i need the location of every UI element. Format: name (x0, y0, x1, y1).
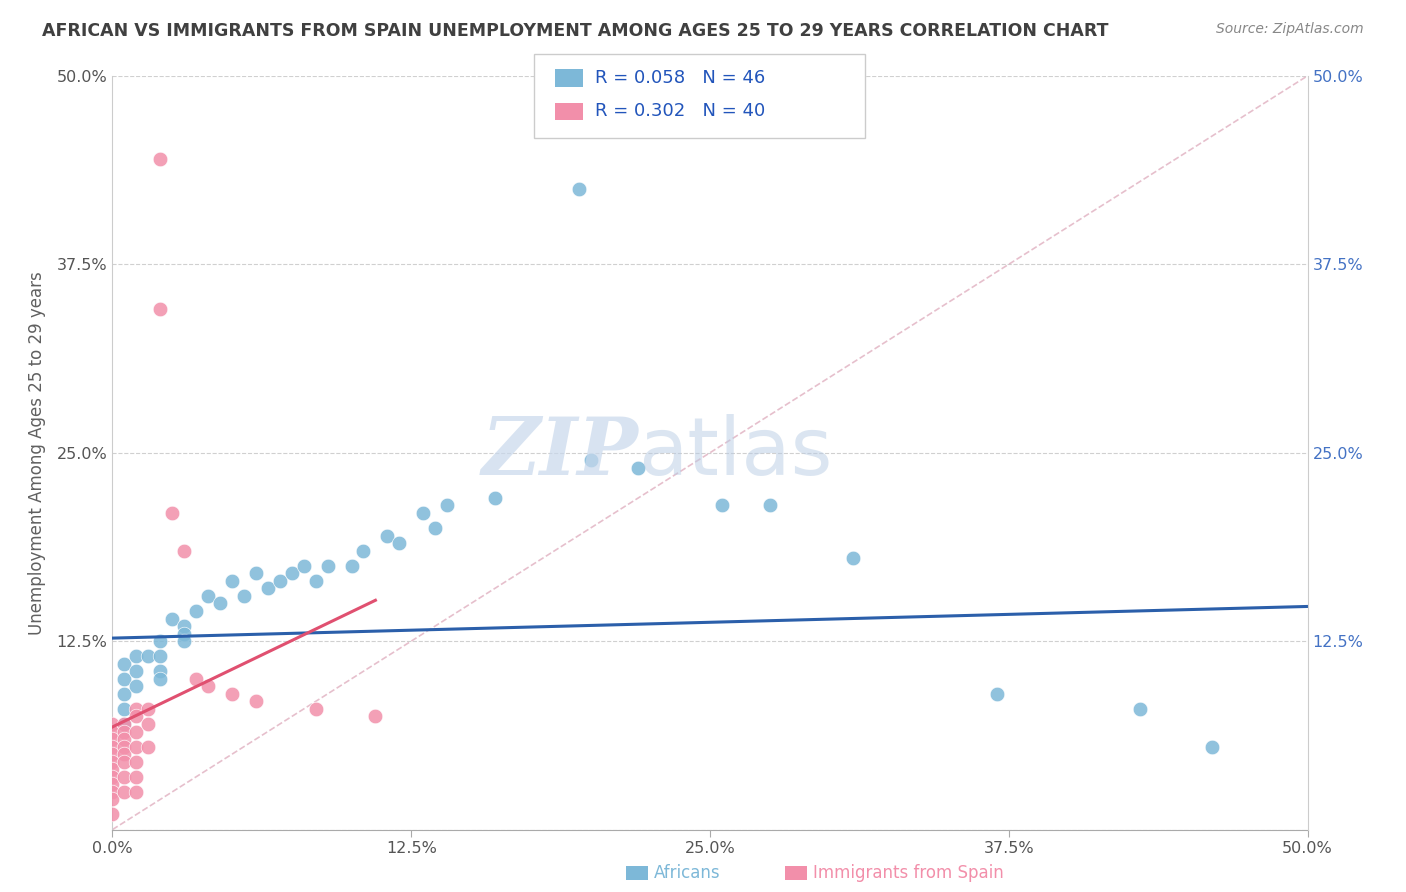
Text: R = 0.302   N = 40: R = 0.302 N = 40 (595, 103, 765, 120)
Point (101, 724, 124, 739)
Text: Africans: Africans (654, 864, 720, 882)
Point (114, 717, 135, 731)
Point (292, 558, 315, 573)
Point (125, 649, 148, 664)
Point (186, 672, 208, 686)
Point (377, 528, 399, 542)
Point (305, 702, 328, 716)
Point (114, 672, 135, 686)
Point (114, 657, 135, 671)
Point (149, 634, 172, 648)
Point (149, 672, 172, 686)
Point (269, 574, 291, 588)
Point (986, 687, 1008, 701)
Point (101, 739, 124, 754)
Point (125, 702, 148, 716)
Point (388, 536, 411, 550)
Point (101, 770, 124, 784)
Point (101, 732, 124, 747)
Point (149, 649, 172, 664)
Point (197, 589, 219, 603)
Point (138, 649, 160, 664)
Y-axis label: Unemployment Among Ages 25 to 29 years: Unemployment Among Ages 25 to 29 years (28, 271, 45, 634)
Point (138, 702, 160, 716)
Point (173, 626, 195, 640)
Point (221, 574, 243, 588)
Point (245, 566, 267, 581)
Text: Source: ZipAtlas.com: Source: ZipAtlas.com (1216, 22, 1364, 37)
Point (114, 702, 135, 716)
Point (114, 687, 135, 701)
Point (138, 739, 160, 754)
Point (114, 785, 135, 799)
Point (1201, 739, 1223, 754)
Point (101, 755, 124, 769)
Point (138, 717, 160, 731)
Point (114, 755, 135, 769)
Point (125, 665, 148, 679)
Point (579, 453, 602, 467)
Point (257, 582, 280, 596)
Point (149, 152, 172, 166)
Point (101, 747, 124, 761)
Point (1129, 702, 1152, 716)
Point (627, 460, 650, 475)
Point (711, 499, 734, 513)
Point (125, 679, 148, 693)
Point (114, 724, 135, 739)
Point (305, 574, 328, 588)
Point (173, 619, 195, 633)
Text: AFRICAN VS IMMIGRANTS FROM SPAIN UNEMPLOYMENT AMONG AGES 25 TO 29 YEARS CORRELAT: AFRICAN VS IMMIGRANTS FROM SPAIN UNEMPLO… (42, 22, 1109, 40)
Point (114, 770, 135, 784)
Point (125, 785, 148, 799)
Point (125, 770, 148, 784)
Point (281, 566, 304, 581)
Point (842, 551, 865, 566)
Text: Immigrants from Spain: Immigrants from Spain (813, 864, 1004, 882)
Point (125, 709, 148, 723)
Point (568, 182, 591, 196)
Point (197, 679, 219, 693)
Point (114, 732, 135, 747)
Point (162, 506, 183, 520)
Point (149, 302, 172, 317)
Point (436, 499, 458, 513)
Point (101, 807, 124, 822)
Point (245, 694, 267, 708)
Point (114, 717, 135, 731)
Point (364, 709, 387, 723)
Point (186, 604, 208, 618)
Text: ZIP: ZIP (481, 414, 638, 491)
Point (425, 521, 447, 535)
Point (233, 589, 256, 603)
Point (221, 687, 243, 701)
Point (759, 499, 782, 513)
Point (101, 762, 124, 776)
Point (340, 558, 363, 573)
Point (114, 739, 135, 754)
Point (125, 755, 148, 769)
Point (125, 724, 148, 739)
Point (101, 717, 124, 731)
Point (209, 596, 232, 610)
Text: R = 0.058   N = 46: R = 0.058 N = 46 (595, 69, 765, 87)
Point (149, 665, 172, 679)
Point (352, 543, 374, 558)
Text: atlas: atlas (638, 414, 832, 491)
Point (412, 506, 434, 520)
Point (162, 611, 183, 625)
Point (316, 558, 339, 573)
Point (101, 785, 124, 799)
Point (173, 543, 195, 558)
Point (101, 792, 124, 806)
Point (173, 634, 195, 648)
Point (114, 747, 135, 761)
Point (484, 491, 506, 505)
Point (101, 777, 124, 791)
Point (125, 739, 148, 754)
